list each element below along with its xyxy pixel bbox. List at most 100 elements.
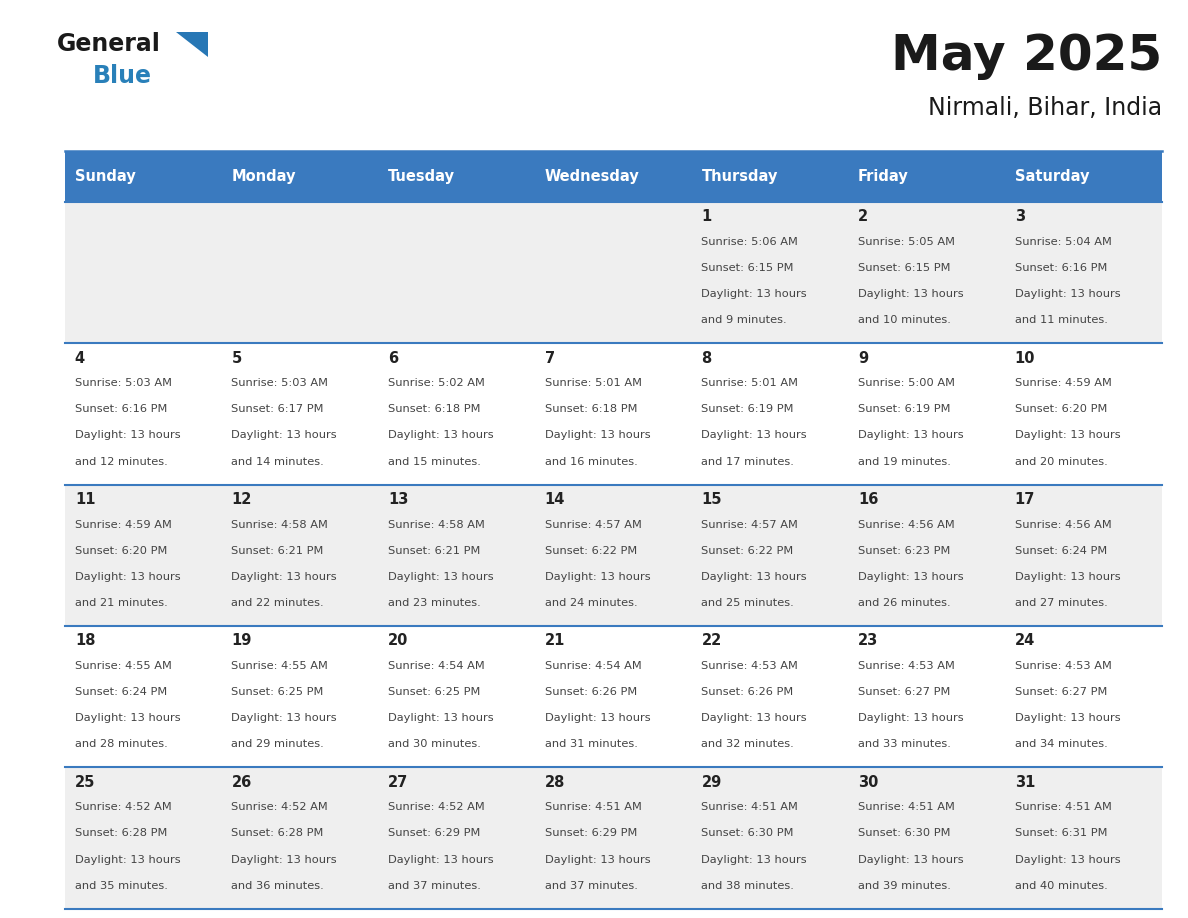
Text: Daylight: 13 hours: Daylight: 13 hours [858, 289, 963, 299]
Text: Sunset: 6:29 PM: Sunset: 6:29 PM [545, 828, 637, 838]
Bar [65, 202, 222, 343]
Text: Sunset: 6:30 PM: Sunset: 6:30 PM [701, 828, 794, 838]
Text: Sunrise: 5:01 AM: Sunrise: 5:01 AM [545, 378, 642, 388]
Text: Nirmali, Bihar, India: Nirmali, Bihar, India [928, 96, 1162, 120]
Text: Sunrise: 4:51 AM: Sunrise: 4:51 AM [858, 802, 955, 812]
Text: Sunset: 6:30 PM: Sunset: 6:30 PM [858, 828, 950, 838]
Text: Sunrise: 5:00 AM: Sunrise: 5:00 AM [858, 378, 955, 388]
Text: 20: 20 [388, 633, 409, 648]
Text: Sunrise: 4:53 AM: Sunrise: 4:53 AM [858, 661, 955, 671]
Text: Saturday: Saturday [1015, 169, 1089, 185]
Text: Sunset: 6:15 PM: Sunset: 6:15 PM [858, 263, 950, 273]
Text: Sunrise: 4:55 AM: Sunrise: 4:55 AM [75, 661, 172, 671]
Bar [691, 151, 848, 202]
Text: Daylight: 13 hours: Daylight: 13 hours [1015, 855, 1120, 865]
Text: Daylight: 13 hours: Daylight: 13 hours [1015, 713, 1120, 723]
Bar [848, 151, 1005, 202]
Text: and 39 minutes.: and 39 minutes. [858, 880, 950, 890]
Text: Sunset: 6:22 PM: Sunset: 6:22 PM [545, 545, 637, 555]
Text: Sunset: 6:27 PM: Sunset: 6:27 PM [1015, 687, 1107, 697]
Text: and 17 minutes.: and 17 minutes. [701, 456, 795, 466]
Text: Sunset: 6:15 PM: Sunset: 6:15 PM [701, 263, 794, 273]
Text: Sunrise: 4:52 AM: Sunrise: 4:52 AM [75, 802, 171, 812]
Text: Daylight: 13 hours: Daylight: 13 hours [545, 713, 650, 723]
Text: Daylight: 13 hours: Daylight: 13 hours [75, 855, 181, 865]
Text: 14: 14 [545, 492, 565, 507]
Text: Sunset: 6:16 PM: Sunset: 6:16 PM [75, 404, 168, 414]
Text: Daylight: 13 hours: Daylight: 13 hours [858, 855, 963, 865]
Text: 2: 2 [858, 209, 868, 224]
Text: Sunset: 6:24 PM: Sunset: 6:24 PM [1015, 545, 1107, 555]
Bar [848, 626, 1005, 767]
Text: 27: 27 [388, 775, 409, 789]
Bar [536, 151, 691, 202]
Text: Sunrise: 4:59 AM: Sunrise: 4:59 AM [1015, 378, 1112, 388]
Text: and 31 minutes.: and 31 minutes. [545, 739, 638, 749]
Text: Daylight: 13 hours: Daylight: 13 hours [1015, 572, 1120, 582]
Text: Sunset: 6:21 PM: Sunset: 6:21 PM [232, 545, 324, 555]
Text: and 27 minutes.: and 27 minutes. [1015, 598, 1107, 608]
Text: Daylight: 13 hours: Daylight: 13 hours [858, 572, 963, 582]
Text: 8: 8 [701, 351, 712, 365]
Bar [536, 626, 691, 767]
Text: and 29 minutes.: and 29 minutes. [232, 739, 324, 749]
Text: Sunrise: 5:05 AM: Sunrise: 5:05 AM [858, 237, 955, 247]
Text: Sunrise: 4:53 AM: Sunrise: 4:53 AM [1015, 661, 1112, 671]
Bar [222, 485, 379, 626]
Text: Sunset: 6:25 PM: Sunset: 6:25 PM [232, 687, 324, 697]
Bar [379, 626, 536, 767]
Text: Sunrise: 4:55 AM: Sunrise: 4:55 AM [232, 661, 328, 671]
Text: Sunset: 6:25 PM: Sunset: 6:25 PM [388, 687, 480, 697]
Text: Daylight: 13 hours: Daylight: 13 hours [75, 713, 181, 723]
Bar [1005, 343, 1162, 485]
Bar [536, 485, 691, 626]
Text: 22: 22 [701, 633, 721, 648]
Bar [222, 343, 379, 485]
Text: Daylight: 13 hours: Daylight: 13 hours [388, 572, 494, 582]
Bar [222, 202, 379, 343]
Text: Sunrise: 4:51 AM: Sunrise: 4:51 AM [1015, 802, 1112, 812]
Text: Daylight: 13 hours: Daylight: 13 hours [1015, 289, 1120, 299]
Text: and 28 minutes.: and 28 minutes. [75, 739, 168, 749]
Text: and 26 minutes.: and 26 minutes. [858, 598, 950, 608]
Text: Daylight: 13 hours: Daylight: 13 hours [701, 572, 807, 582]
Text: 31: 31 [1015, 775, 1035, 789]
Bar [65, 767, 222, 909]
Text: Sunset: 6:23 PM: Sunset: 6:23 PM [858, 545, 950, 555]
Text: Friday: Friday [858, 169, 909, 185]
Text: Sunset: 6:20 PM: Sunset: 6:20 PM [1015, 404, 1107, 414]
Text: Blue: Blue [93, 64, 152, 88]
Text: Sunset: 6:29 PM: Sunset: 6:29 PM [388, 828, 480, 838]
Text: Daylight: 13 hours: Daylight: 13 hours [858, 431, 963, 441]
Text: and 25 minutes.: and 25 minutes. [701, 598, 795, 608]
Text: Sunrise: 5:04 AM: Sunrise: 5:04 AM [1015, 237, 1112, 247]
Text: Daylight: 13 hours: Daylight: 13 hours [701, 431, 807, 441]
Text: Sunset: 6:20 PM: Sunset: 6:20 PM [75, 545, 168, 555]
Text: Sunrise: 4:52 AM: Sunrise: 4:52 AM [388, 802, 485, 812]
Text: 9: 9 [858, 351, 868, 365]
Text: Daylight: 13 hours: Daylight: 13 hours [858, 713, 963, 723]
Text: Daylight: 13 hours: Daylight: 13 hours [232, 431, 337, 441]
Bar [222, 151, 379, 202]
Text: Sunset: 6:18 PM: Sunset: 6:18 PM [388, 404, 481, 414]
Text: 29: 29 [701, 775, 721, 789]
Text: and 24 minutes.: and 24 minutes. [545, 598, 638, 608]
Text: Daylight: 13 hours: Daylight: 13 hours [388, 713, 494, 723]
Text: 10: 10 [1015, 351, 1035, 365]
Text: Daylight: 13 hours: Daylight: 13 hours [545, 572, 650, 582]
Text: Sunset: 6:28 PM: Sunset: 6:28 PM [232, 828, 324, 838]
Text: and 20 minutes.: and 20 minutes. [1015, 456, 1107, 466]
Text: Sunset: 6:26 PM: Sunset: 6:26 PM [545, 687, 637, 697]
Text: Sunrise: 5:03 AM: Sunrise: 5:03 AM [75, 378, 172, 388]
Text: and 21 minutes.: and 21 minutes. [75, 598, 168, 608]
Bar [1005, 767, 1162, 909]
Text: and 11 minutes.: and 11 minutes. [1015, 315, 1107, 325]
Text: and 12 minutes.: and 12 minutes. [75, 456, 168, 466]
Bar [691, 343, 848, 485]
Bar [1005, 151, 1162, 202]
Text: Sunrise: 4:51 AM: Sunrise: 4:51 AM [701, 802, 798, 812]
Bar [848, 343, 1005, 485]
Text: and 23 minutes.: and 23 minutes. [388, 598, 481, 608]
Text: 18: 18 [75, 633, 95, 648]
Text: May 2025: May 2025 [891, 32, 1162, 80]
